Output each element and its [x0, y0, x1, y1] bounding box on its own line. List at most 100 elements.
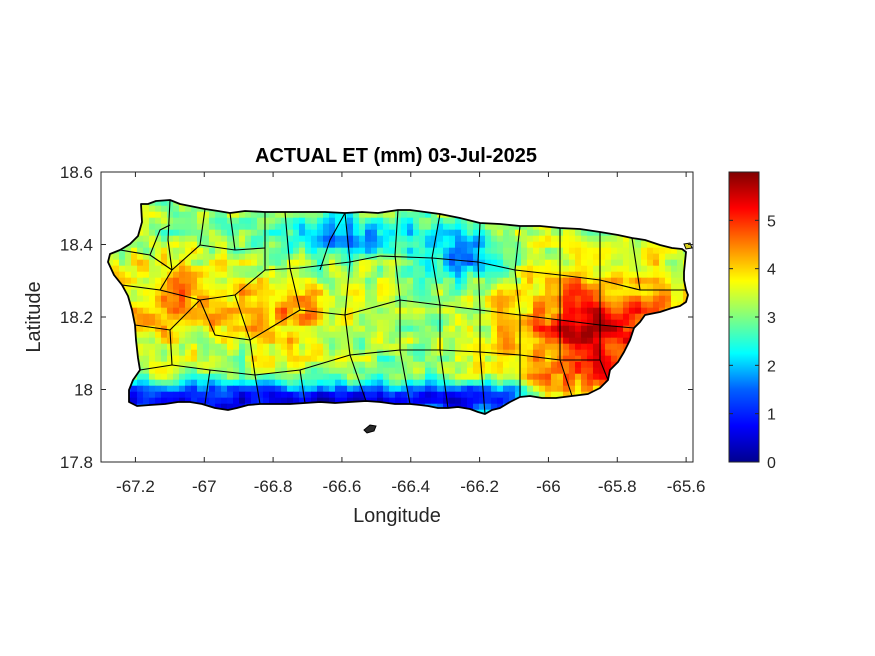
- et-cell: [119, 271, 126, 279]
- et-cell: [497, 385, 504, 393]
- et-cell: [221, 343, 228, 351]
- et-cell: [293, 337, 300, 345]
- et-cell: [173, 307, 180, 315]
- et-cell: [491, 385, 498, 393]
- et-cell: [203, 355, 210, 363]
- et-cell: [503, 289, 510, 297]
- et-cell: [245, 259, 252, 267]
- et-cell: [341, 229, 348, 237]
- et-cell: [257, 283, 264, 291]
- et-cell: [599, 307, 606, 315]
- et-cell: [167, 223, 174, 231]
- et-cell: [215, 337, 222, 345]
- et-cell: [641, 289, 648, 297]
- et-cell: [395, 397, 402, 405]
- et-cell: [443, 385, 450, 393]
- et-cell: [227, 391, 234, 399]
- et-cell: [515, 367, 522, 375]
- et-cell: [173, 325, 180, 333]
- et-cell: [257, 301, 264, 309]
- et-cell: [263, 307, 270, 315]
- et-cell: [611, 313, 618, 321]
- et-cell: [371, 385, 378, 393]
- et-cell: [137, 265, 144, 273]
- et-cell: [437, 253, 444, 261]
- et-cell: [455, 295, 462, 303]
- et-cell: [539, 265, 546, 273]
- et-cell: [341, 319, 348, 327]
- et-cell: [539, 259, 546, 267]
- et-cell: [485, 295, 492, 303]
- et-cell: [641, 253, 648, 261]
- et-cell: [173, 337, 180, 345]
- et-cell: [431, 349, 438, 357]
- et-cell: [575, 307, 582, 315]
- et-cell: [179, 361, 186, 369]
- et-cell: [425, 271, 432, 279]
- et-cell: [599, 271, 606, 279]
- et-cell: [281, 277, 288, 285]
- et-cell: [515, 289, 522, 297]
- et-cell: [449, 307, 456, 315]
- et-cell: [593, 349, 600, 357]
- et-cell: [365, 229, 372, 237]
- et-cell: [509, 337, 516, 345]
- et-cell: [173, 331, 180, 339]
- et-cell: [569, 313, 576, 321]
- et-cell: [461, 259, 468, 267]
- et-cell: [245, 361, 252, 369]
- et-cell: [431, 355, 438, 363]
- et-cell: [389, 391, 396, 399]
- et-cell: [461, 373, 468, 381]
- et-cell: [485, 385, 492, 393]
- et-cell: [377, 331, 384, 339]
- et-cell: [311, 235, 318, 243]
- et-cell: [287, 361, 294, 369]
- et-cell: [569, 391, 576, 399]
- et-cell: [533, 373, 540, 381]
- et-cell: [167, 211, 174, 219]
- et-cell: [185, 289, 192, 297]
- et-cell: [479, 397, 486, 405]
- et-cell: [497, 397, 504, 405]
- et-cell: [215, 343, 222, 351]
- et-cell: [317, 235, 324, 243]
- et-cell: [431, 307, 438, 315]
- et-cell: [389, 397, 396, 405]
- et-cell: [311, 223, 318, 231]
- et-cell: [191, 373, 198, 381]
- et-cell: [251, 325, 258, 333]
- et-cell: [299, 313, 306, 321]
- et-cell: [197, 367, 204, 375]
- et-cell: [263, 295, 270, 303]
- et-cell: [137, 295, 144, 303]
- et-cell: [299, 259, 306, 267]
- et-cell: [545, 319, 552, 327]
- et-cell: [347, 235, 354, 243]
- et-cell: [419, 229, 426, 237]
- et-cell: [203, 361, 210, 369]
- et-cell: [545, 259, 552, 267]
- et-cell: [347, 343, 354, 351]
- et-cell: [257, 229, 264, 237]
- et-cell: [557, 385, 564, 393]
- x-axis-label: Longitude: [353, 505, 441, 527]
- et-cell: [449, 283, 456, 291]
- et-cell: [419, 331, 426, 339]
- et-cell: [539, 289, 546, 297]
- et-cell: [437, 397, 444, 405]
- et-cell: [449, 337, 456, 345]
- et-cell: [323, 337, 330, 345]
- et-cell: [515, 361, 522, 369]
- et-cell: [341, 253, 348, 261]
- et-cell: [455, 319, 462, 327]
- et-cell: [497, 325, 504, 333]
- et-cell: [269, 385, 276, 393]
- et-cell: [407, 319, 414, 327]
- et-cell: [143, 373, 150, 381]
- et-cell: [551, 367, 558, 375]
- et-cell: [317, 229, 324, 237]
- et-cell: [191, 277, 198, 285]
- et-cell: [497, 295, 504, 303]
- et-cell: [437, 241, 444, 249]
